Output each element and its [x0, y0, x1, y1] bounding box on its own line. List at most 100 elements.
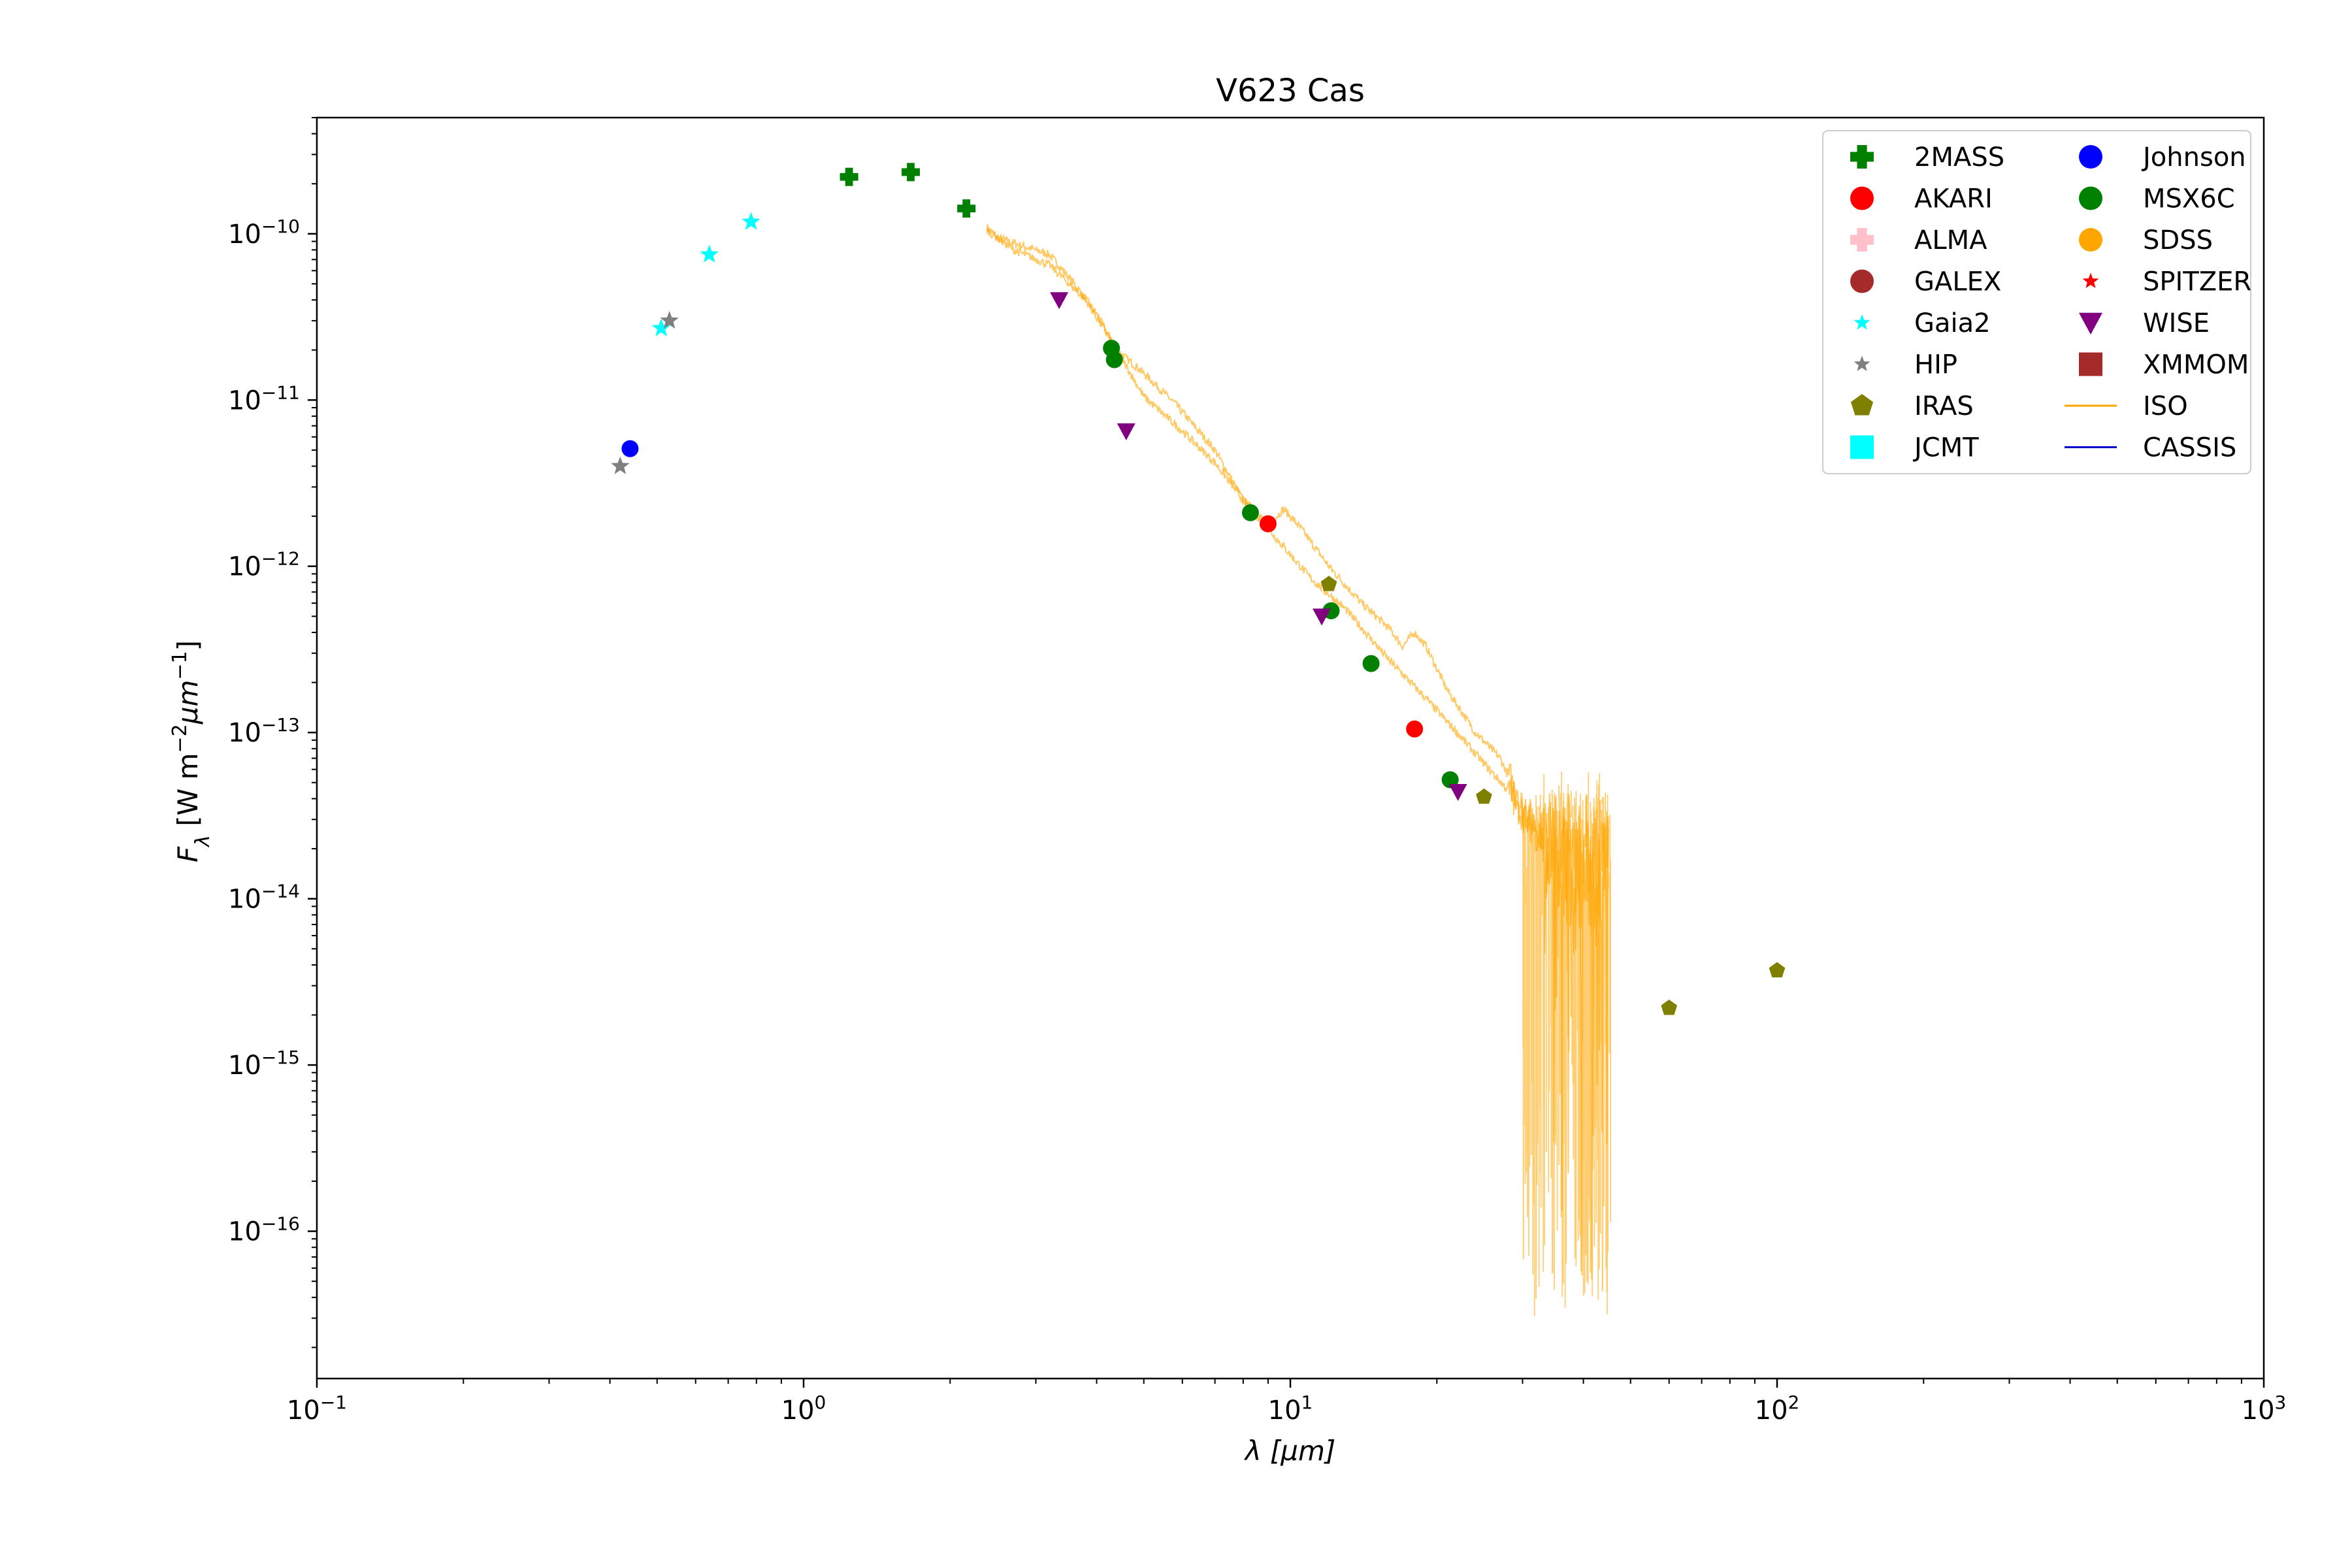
y-tick-label: 10−10 — [228, 215, 300, 250]
legend-marker — [2079, 352, 2102, 376]
legend-item-xmmom: XMMOM — [2079, 350, 2249, 380]
point-2mass-1 — [901, 163, 920, 182]
legend-label: Gaia2 — [1914, 308, 1991, 338]
legend-marker — [1854, 355, 1870, 371]
legend-box — [1822, 130, 2251, 474]
point-msx6c-1 — [1105, 351, 1123, 368]
legend-marker — [1850, 435, 1874, 459]
x-tick-label: 100 — [781, 1392, 826, 1426]
series-hip — [611, 310, 679, 474]
legend-marker — [1850, 269, 1874, 293]
y-tick-label: 10−12 — [228, 547, 300, 582]
point-msx6c-4 — [1362, 655, 1380, 672]
legend-label: SPITZER — [2143, 267, 2251, 297]
legend-label: XMMOM — [2143, 350, 2249, 380]
x-tick-label: 102 — [1755, 1392, 1800, 1426]
point-2mass-0 — [840, 167, 858, 186]
y-tick-label: 10−16 — [228, 1213, 300, 1247]
legend-item-msx6c: MSX6C — [2079, 184, 2235, 214]
legend-marker — [1850, 186, 1874, 210]
legend-item-galex: GALEX — [1850, 267, 2001, 297]
legend-label: CASSIS — [2143, 433, 2236, 463]
point-hip-1 — [660, 310, 679, 329]
point-hip-0 — [611, 456, 630, 474]
legend-item-hip: HIP — [1854, 350, 1957, 380]
point-2mass-2 — [957, 199, 976, 218]
point-msx6c-5 — [1441, 771, 1459, 789]
legend-item-iras: IRAS — [1850, 391, 1974, 421]
legend-label: Johnson — [2141, 142, 2246, 172]
legend-label: ALMA — [1914, 225, 1987, 255]
point-wise-1 — [1117, 423, 1135, 440]
point-akari-1 — [1406, 720, 1424, 738]
legend-marker — [2079, 312, 2102, 335]
legend-item-gaia2: Gaia2 — [1854, 308, 1991, 338]
legend-label: WISE — [2143, 308, 2210, 338]
chart-title: V623 Cas — [1216, 73, 1365, 109]
iso-spectrum-lower — [986, 227, 1609, 1145]
series-iras — [1320, 576, 1786, 1015]
y-tick-label: 10−15 — [228, 1047, 300, 1081]
point-gaia2-0 — [651, 318, 671, 336]
y-axis-label: Fλ [W m−2μm−1] — [169, 640, 214, 862]
legend-item-alma: ALMA — [1850, 225, 1987, 255]
y-tick-label: 10−11 — [228, 382, 300, 416]
legend-item-sdss: SDSS — [2079, 225, 2213, 255]
legend-marker — [1854, 314, 1870, 330]
point-johnson-0 — [621, 440, 639, 457]
point-wise-3 — [1448, 784, 1467, 801]
point-wise-0 — [1050, 292, 1069, 310]
legend-marker — [1850, 145, 1874, 169]
iso-noise-band — [1522, 772, 1611, 1316]
legend-item-wise: WISE — [2079, 308, 2210, 338]
legend: 2MASS AKARI ALMA GALEX Gaia2 HIP IRAS JCMT Johns… — [1822, 130, 2251, 474]
legend-label: IRAS — [1914, 391, 1974, 421]
point-iras-1 — [1476, 788, 1492, 804]
point-gaia2-1 — [700, 244, 719, 263]
legend-marker — [2079, 145, 2102, 169]
point-iras-3 — [1769, 962, 1786, 977]
x-axis-label: λ [μm] — [1244, 1435, 1336, 1467]
y-tick-label: 10−14 — [228, 880, 300, 915]
y-tick-label: 10−13 — [228, 714, 300, 749]
legend-label: AKARI — [1914, 184, 1993, 214]
x-tick-label: 101 — [1268, 1392, 1313, 1426]
legend-item-jcmt: JCMT — [1850, 433, 1979, 463]
legend-marker — [2082, 272, 2099, 288]
plot-area — [611, 163, 1786, 1316]
point-iras-2 — [1661, 1000, 1678, 1015]
legend-item-cassis: CASSIS — [2065, 433, 2236, 463]
point-gaia2-2 — [742, 212, 760, 230]
legend-label: GALEX — [1914, 267, 2001, 297]
x-tick-label: 103 — [2242, 1392, 2287, 1426]
point-msx6c-2 — [1241, 504, 1259, 521]
axes: 10−1 100 101 102 103 10−10 10−11 10−12 10−13 10−1… — [228, 116, 2287, 1426]
legend-item-akari: AKARI — [1850, 184, 1993, 214]
legend-label: SDSS — [2143, 225, 2213, 255]
legend-label: HIP — [1914, 350, 1957, 380]
legend-item-iso: ISO — [2065, 391, 2188, 421]
series-2mass — [840, 163, 976, 218]
legend-marker — [1850, 228, 1874, 252]
series-johnson — [621, 440, 639, 457]
point-akari-0 — [1259, 515, 1277, 532]
series-wise — [1050, 292, 1467, 801]
legend-item-spitzer: SPITZER — [2082, 267, 2251, 297]
legend-label: ISO — [2143, 391, 2188, 421]
legend-marker — [2079, 228, 2102, 252]
legend-marker — [1850, 394, 1874, 416]
iso-spectrum — [986, 223, 1611, 1316]
point-iras-0 — [1320, 576, 1337, 591]
series-akari — [1259, 515, 1424, 738]
legend-label: MSX6C — [2143, 184, 2235, 214]
legend-item-johnson: Johnson — [2079, 142, 2246, 172]
legend-label: 2MASS — [1914, 142, 2004, 172]
legend-item-2mass: 2MASS — [1850, 142, 2004, 172]
x-tick-label: 10−1 — [287, 1392, 347, 1426]
series-msx6c — [1103, 339, 1459, 789]
legend-label: JCMT — [1912, 433, 1979, 463]
series-gaia2 — [651, 212, 760, 336]
legend-marker — [2079, 186, 2102, 210]
point-wise-2 — [1313, 608, 1331, 626]
